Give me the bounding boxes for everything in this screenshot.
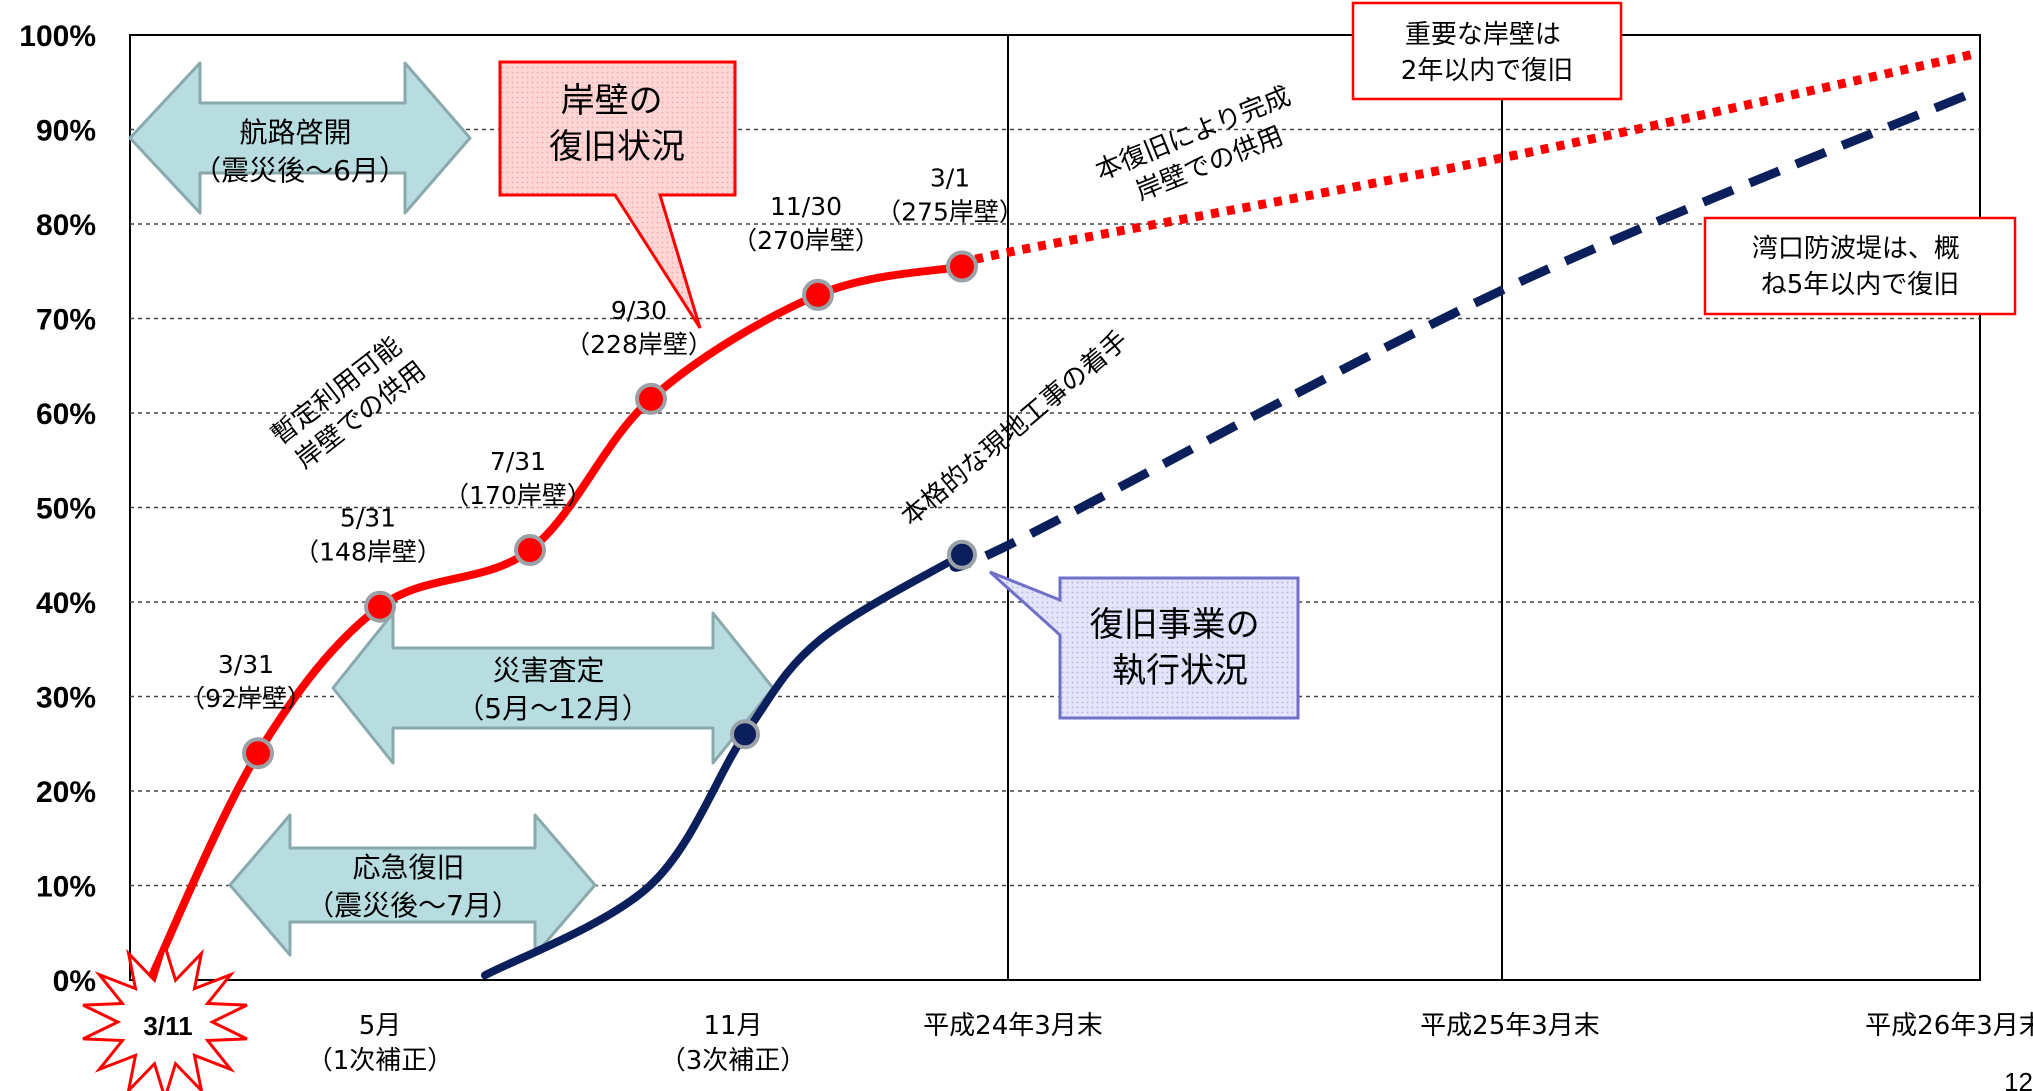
quay-point-label-2: 5/31 （148岸壁） (294, 504, 442, 567)
callout-exec: 復旧事業の 執行状況 (988, 570, 1300, 720)
svg-text:重要な岸壁は 2年以内で復旧: 重要な岸壁は 2年以内で復旧 (1401, 20, 1574, 86)
y-tick-label: 90% (36, 115, 96, 148)
arrow-emergency-line1: 応急復旧 (353, 851, 465, 884)
y-tick-label: 10% (36, 871, 96, 904)
y-tick-label: 40% (36, 587, 96, 620)
quay-point-label-1: 3/31 （92岸壁） (180, 650, 312, 713)
arrow-assess: 災害査定 （5月〜12月） (331, 611, 775, 765)
page-number: 12 (2004, 1067, 2033, 1091)
quay-point-label-3: 7/31 （170岸壁） (444, 447, 592, 510)
quay-point-6 (946, 250, 978, 283)
callout-exec-line2: 執行状況 (1112, 651, 1248, 691)
quay-point-label-4: 9/30 （228岸壁） (565, 296, 713, 359)
svg-text:応急復旧 （震災後〜7月）: 応急復旧 （震災後〜7月） (306, 851, 520, 922)
exec-point-1 (730, 719, 760, 750)
callout-exec-line1: 復旧事業の (1090, 605, 1260, 645)
arrow-assess-line1: 災害査定 (493, 654, 605, 687)
quay-point-1 (242, 737, 274, 770)
y-tick-label: 70% (36, 304, 96, 337)
svg-text:災害査定 （5月〜12月）: 災害査定 （5月〜12月） (456, 654, 649, 725)
box-breakwater: 湾口防波堤は、概 ね5年以内で復旧 (1703, 216, 2017, 316)
arrow-assess-line2: （5月〜12月） (456, 692, 649, 725)
callout-quay-line2: 復旧状況 (549, 127, 685, 167)
quay-point-2 (364, 590, 396, 623)
svg-text:湾口防波堤は、概 ね5年以内で復旧: 湾口防波堤は、概 ね5年以内で復旧 (1752, 234, 1968, 300)
y-tick-label: 20% (36, 776, 96, 809)
y-tick-label: 30% (36, 682, 96, 715)
x-axis: 5月（1次補正） 11月（3次補正） 平成24年3月末 平成25年3月末 平成26年3月… (307, 1011, 2033, 1076)
arrow-route-line2: （震災後〜6月） (193, 154, 407, 187)
quay-point-4 (635, 382, 667, 415)
y-tick-label: 0% (53, 965, 96, 998)
x-tick-label: 平成24年3月末 (923, 1011, 1103, 1041)
plot-area (129, 34, 1981, 981)
arrow-emergency: 応急復旧 （震災後〜7月） (228, 813, 597, 957)
y-tick-label: 100% (19, 20, 96, 53)
arrow-emergency-line2: （震災後〜7月） (306, 889, 520, 922)
arrow-route: 航路啓開 （震災後〜6月） (128, 61, 472, 215)
y-tick-label: 60% (36, 398, 96, 431)
box-important-line2: 2年以内で復旧 (1401, 56, 1574, 86)
callout-quay: 岸壁の 復旧状況 (498, 60, 737, 329)
arrow-route-line1: 航路啓開 (240, 116, 352, 149)
box-breakwater-line1: 湾口防波堤は、概 (1752, 234, 1960, 264)
quay-point-label-6: 3/1 （275岸壁） (876, 164, 1024, 227)
box-important-quays: 重要な岸壁は 2年以内で復旧 (1351, 1, 1623, 101)
x-tick-label: 平成25年3月末 (1420, 1011, 1600, 1041)
burst-3-11: 3/11 (82, 940, 248, 1091)
y-tick-label: 80% (36, 209, 96, 242)
x-tick-label: 平成26年3月末 (1865, 1011, 2033, 1041)
svg-text:復旧事業の 執行状況: 復旧事業の 執行状況 (1090, 605, 1271, 691)
x-tick-label: 5月（1次補正） (307, 1011, 454, 1076)
exec-point-2 (947, 539, 977, 570)
quay-point-5 (802, 278, 834, 311)
svg-text:航路啓開 （震災後〜6月）: 航路啓開 （震災後〜6月） (193, 116, 407, 187)
callout-quay-line1: 岸壁の (561, 81, 663, 121)
box-important-line1: 重要な岸壁は (1405, 20, 1561, 50)
y-tick-label: 50% (36, 493, 96, 526)
svg-text:岸壁の 復旧状況: 岸壁の 復旧状況 (549, 81, 685, 167)
box-breakwater-line2: ね5年以内で復旧 (1761, 270, 1960, 300)
series-layer: 3/31 （92岸壁） 5/31 （148岸壁）7/31 （170岸壁） 9/30 （228… (146, 49, 1977, 984)
x-tick-label: 11月（3次補正） (660, 1011, 807, 1076)
quay-point-3 (514, 534, 546, 567)
y-axis: 0% 10% 20% 30% 40% 50% 60% 70% 80% 90% 100% (19, 20, 96, 998)
quay-point-label-5: 11/30 （270岸壁） (732, 192, 880, 255)
burst-label: 3/11 (143, 1011, 192, 1041)
